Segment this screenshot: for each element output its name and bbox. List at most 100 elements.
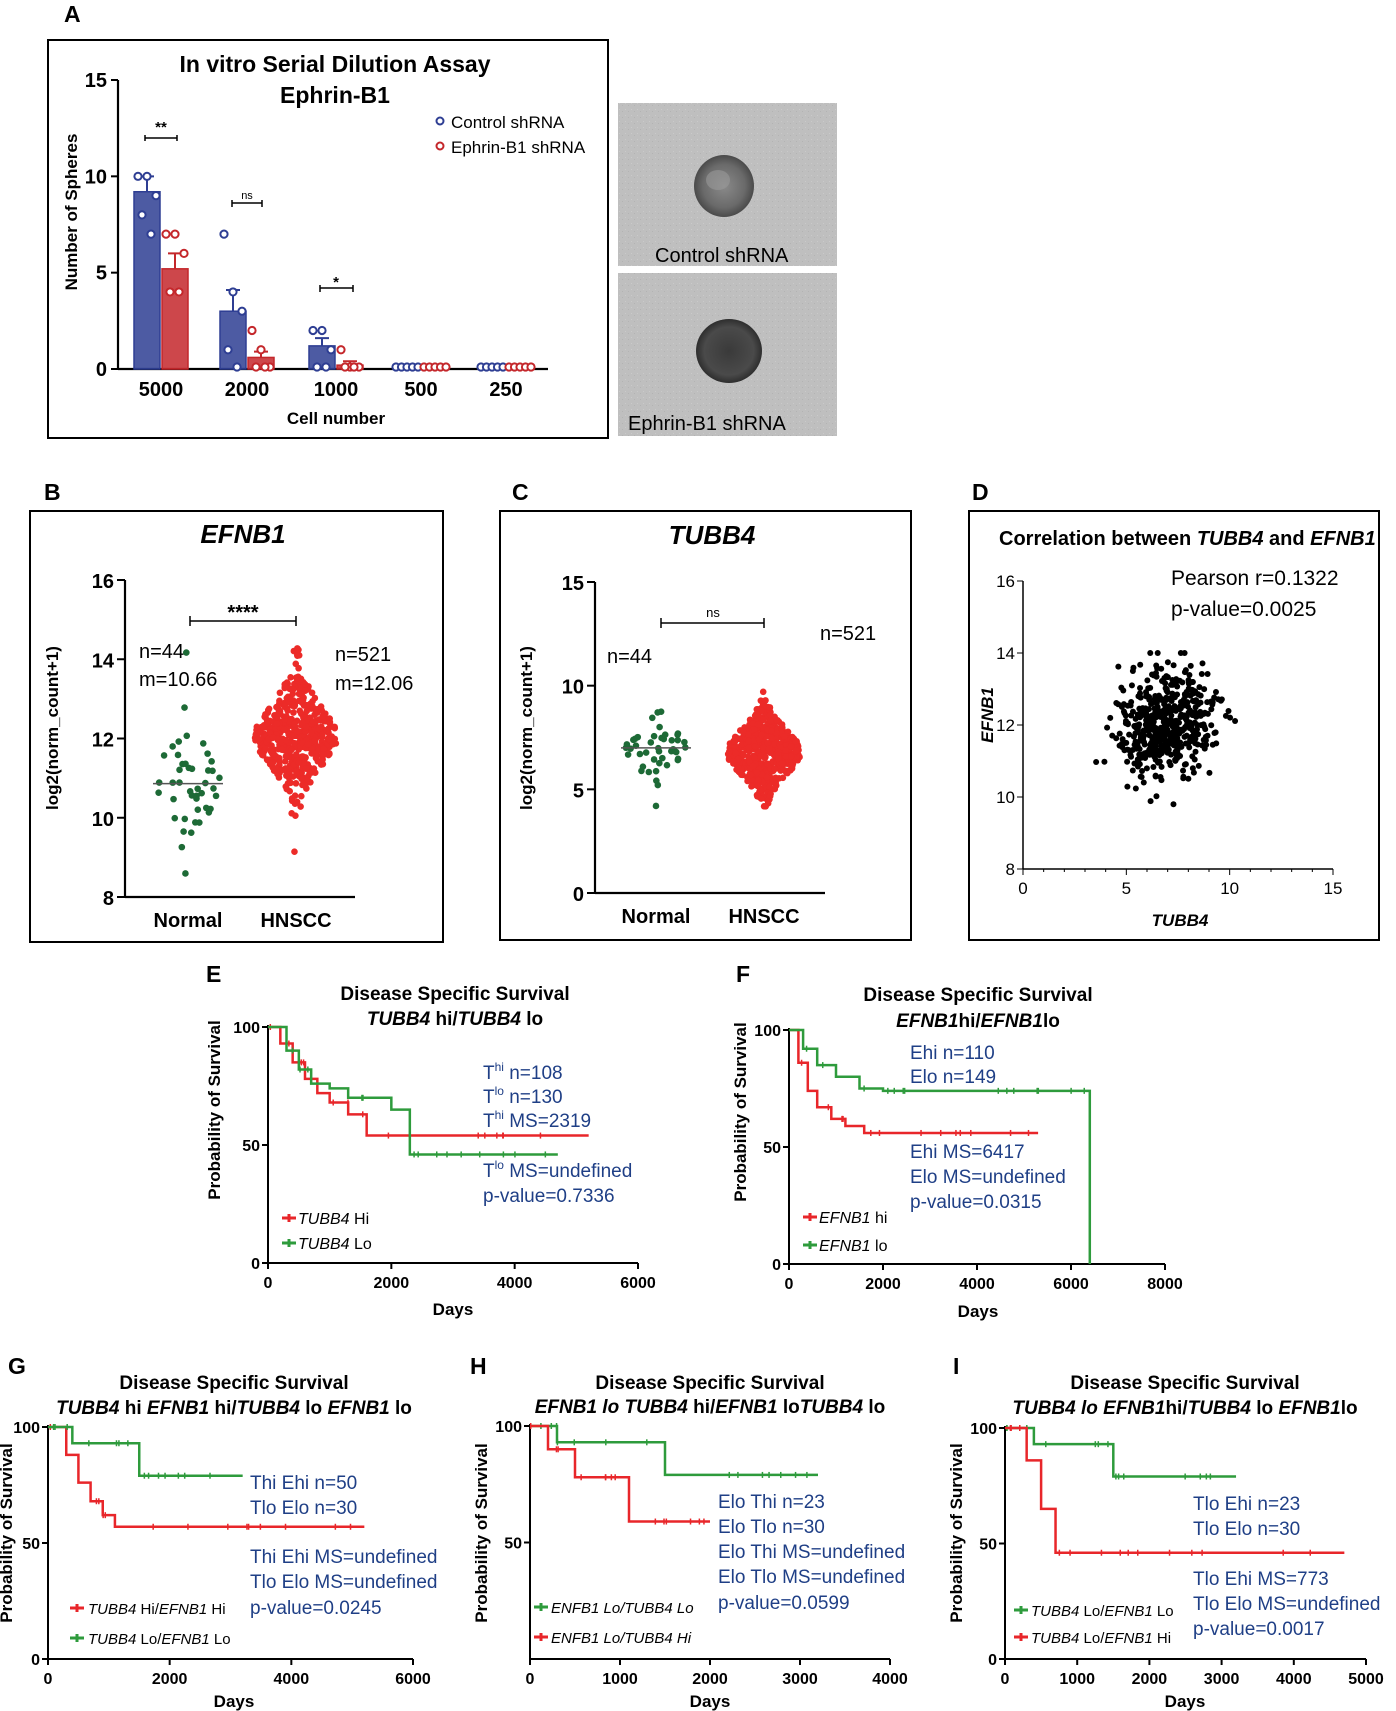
data-point (303, 702, 310, 709)
legend-label-ephrin: Ephrin-B1 shRNA (451, 138, 586, 157)
panel-g-ann-ms1: Thi Ehi MS=undefined (250, 1547, 437, 1568)
x-tick-label: 3000 (1204, 1671, 1240, 1688)
data-point (212, 792, 220, 800)
data-point (1173, 752, 1180, 759)
data-point (739, 771, 746, 779)
data-point (1163, 686, 1170, 693)
data-point (161, 229, 171, 239)
panel-a-title: In vitro Serial Dilution Assay (179, 51, 490, 77)
data-point (1186, 724, 1193, 731)
data-point (1173, 717, 1180, 724)
data-point (1181, 669, 1188, 676)
x-tick-label: 0 (785, 1276, 794, 1293)
data-point (253, 723, 261, 731)
data-point (291, 848, 298, 855)
panel-d-scatter: 8 10 12 14 16 0 5 10 15 (996, 572, 1342, 898)
data-point (730, 757, 737, 765)
data-point (1178, 711, 1185, 718)
data-point (276, 758, 283, 766)
x-tick-label: 500 (404, 379, 437, 401)
x-tick-label: 10 (1220, 879, 1239, 898)
svg-text:EFNB1 lo: EFNB1 lo (819, 1238, 888, 1255)
x-tick-label: 6000 (395, 1671, 431, 1688)
data-point (1113, 700, 1120, 707)
data-point (299, 696, 307, 704)
y-tick-label: 50 (242, 1138, 260, 1155)
x-tick-label: 6000 (1053, 1276, 1089, 1293)
data-point (326, 750, 333, 757)
x-tick-label: HNSCC (260, 910, 331, 932)
panel-b-n-hnscc: n=521 (335, 644, 391, 666)
data-point (1124, 746, 1131, 753)
panel-g-ann-ms2: Tlo Elo MS=undefined (250, 1572, 437, 1593)
panel-d-title: Correlation between TUBB4 and EFNB1 (999, 528, 1376, 550)
data-point (1134, 756, 1141, 763)
data-point (782, 747, 789, 754)
survival-curve (48, 1425, 243, 1477)
data-point (1107, 714, 1114, 721)
panel-c-bracket (660, 618, 765, 628)
data-point (1225, 708, 1232, 715)
data-point (1211, 729, 1218, 736)
data-point (292, 780, 300, 787)
data-point (256, 345, 266, 355)
data-point (255, 736, 263, 743)
sig-5000: ** (155, 119, 167, 136)
y-tick-label: 15 (562, 573, 584, 595)
panel-a-sig-brackets (144, 135, 354, 292)
data-point (295, 646, 302, 654)
data-point (260, 362, 270, 372)
data-point (773, 729, 780, 737)
x-tick-label: 2000 (1132, 1671, 1168, 1688)
data-point (749, 737, 757, 745)
x-tick-label: 1000 (602, 1671, 638, 1688)
bar (161, 268, 189, 370)
panel-e-legend: TUBB4 Hi TUBB4 Lo (282, 1211, 372, 1253)
data-point (336, 345, 346, 355)
data-point (767, 717, 774, 725)
svg-text:TUBB4 Lo: TUBB4 Lo (298, 1236, 372, 1253)
data-point (1189, 712, 1196, 719)
data-point (766, 711, 774, 719)
data-point (745, 731, 752, 738)
x-tick-label: Normal (154, 910, 223, 932)
data-point (295, 759, 303, 766)
data-point (1198, 671, 1205, 678)
x-tick-label: 4000 (959, 1276, 995, 1293)
data-point (647, 739, 655, 746)
data-point (288, 732, 296, 740)
panel-g-y-label: Probability of Survival (0, 1443, 16, 1623)
data-point (295, 651, 303, 659)
data-point (1147, 684, 1154, 691)
data-point (768, 735, 776, 742)
data-point (282, 783, 290, 790)
data-point (1222, 712, 1229, 719)
bar (133, 190, 161, 370)
x-tick-label: 5000 (139, 379, 184, 401)
data-point (792, 738, 800, 745)
data-point (1130, 664, 1137, 671)
svg-text:Thi n=108: Thi n=108 (483, 1060, 563, 1084)
data-point (771, 740, 778, 748)
data-point (291, 702, 298, 710)
data-point (1123, 739, 1130, 746)
data-point (631, 735, 639, 743)
data-point (753, 769, 761, 777)
data-point (1199, 660, 1206, 667)
data-point (1152, 773, 1159, 780)
data-point (1129, 767, 1136, 774)
data-point (287, 779, 294, 787)
data-point (1170, 801, 1177, 808)
y-tick-label: 0 (251, 1256, 260, 1273)
data-point (751, 754, 758, 762)
y-tick-label: 10 (92, 809, 114, 831)
panel-a-frame (47, 39, 609, 439)
data-point (656, 723, 663, 731)
y-tick-label: 12 (996, 716, 1015, 735)
data-point (745, 737, 752, 745)
svg-text:ENFB1 Lo/TUBB4 Lo: ENFB1 Lo/TUBB4 Lo (551, 1600, 694, 1617)
data-point (1218, 696, 1225, 703)
data-point (1113, 735, 1120, 742)
panel-label-e: E (206, 961, 221, 987)
x-tick-label: 2000 (152, 1671, 188, 1688)
